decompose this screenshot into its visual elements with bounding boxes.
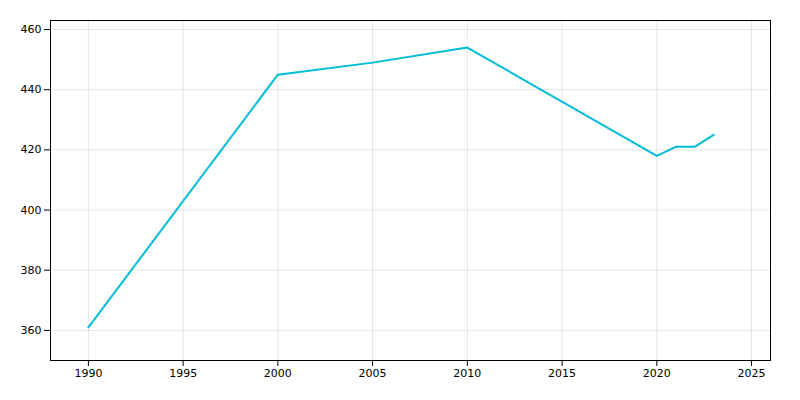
svg-text:2015: 2015 [548, 367, 576, 380]
svg-text:2020: 2020 [643, 367, 671, 380]
svg-text:460: 460 [21, 23, 42, 36]
svg-text:400: 400 [21, 204, 42, 217]
svg-text:380: 380 [21, 264, 42, 277]
svg-text:1990: 1990 [74, 367, 102, 380]
svg-text:440: 440 [21, 83, 42, 96]
svg-text:2000: 2000 [264, 367, 292, 380]
svg-text:420: 420 [21, 143, 42, 156]
svg-text:2025: 2025 [738, 367, 766, 380]
svg-text:360: 360 [21, 324, 42, 337]
svg-text:2010: 2010 [453, 367, 481, 380]
svg-text:1995: 1995 [169, 367, 197, 380]
svg-text:2005: 2005 [359, 367, 387, 380]
